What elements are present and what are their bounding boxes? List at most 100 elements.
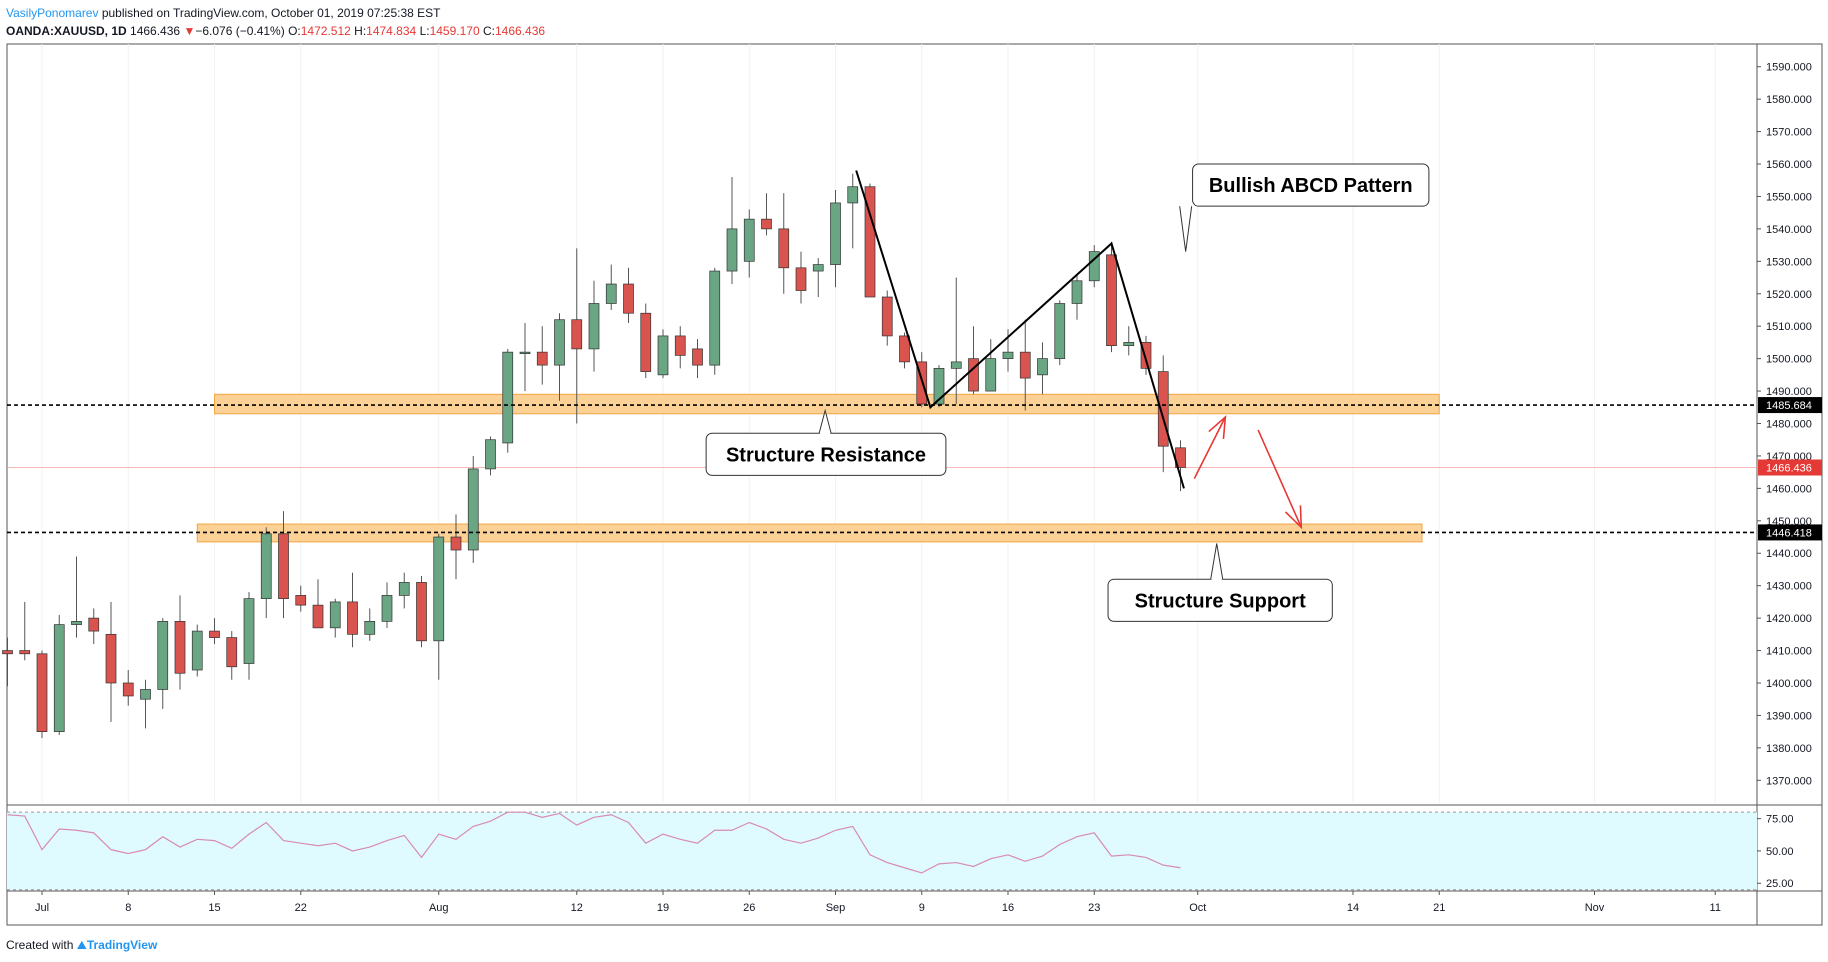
candle-body-down [295,595,307,606]
candle [743,209,755,278]
high-value: 1474.834 [366,24,417,38]
forecast-arrow-head [1208,415,1227,439]
x-tick-label: Sep [826,902,846,914]
candle-body-down [674,335,686,356]
candle-body-up [950,361,962,369]
candle [36,650,48,739]
high-label: H: [354,24,367,38]
candle [467,455,479,563]
candle [502,348,514,453]
x-tick-label: 9 [919,902,925,914]
symbol-label[interactable]: OANDA:XAUUSD, 1D [6,24,127,38]
candle [2,637,13,687]
candle [1088,245,1100,288]
x-tick-label: 16 [1002,902,1014,914]
candle [640,303,652,379]
candle-body-up [709,270,721,366]
candle-body-down [312,604,324,629]
annotation-callout-1: Structure Resistance [705,408,947,476]
x-tick-label: 22 [295,902,307,914]
candle-body-up [726,228,738,272]
candle [536,326,548,385]
level-price-tag-1 [1758,524,1822,541]
tradingview-link[interactable]: TradingView [86,938,158,952]
ohlc-line: OANDA:XAUUSD, 1D 1466.436 ▼−6.076 (−0.41… [6,22,545,40]
candle-body-up [830,202,841,265]
candle-body-down [778,228,790,269]
candle [812,258,824,297]
candle-body-up [53,624,65,732]
candle [847,173,859,249]
candle [778,193,790,294]
y-tick-label: 1580.000 [1766,94,1812,106]
candle-body-up [1002,351,1014,359]
candle-body-down [692,348,703,366]
y-tick-label: 1540.000 [1766,224,1812,236]
candle [105,601,117,722]
callout-text: Structure Resistance [726,444,926,466]
candle [19,601,31,661]
candle-body-up [605,283,617,304]
candle-body-up [743,218,755,262]
tradingview-logo-icon: ⛰ [76,938,87,952]
candle-body-up [140,689,151,700]
author-link[interactable]: VasilyPonomarev [6,6,99,20]
low-label: L: [419,24,430,38]
x-tick-label: Aug [429,902,449,914]
candle [209,618,220,645]
candle-body-up [260,533,272,600]
forecast-arrow-shaft [1257,429,1302,528]
candle-body-up [364,621,376,635]
published-info: published on TradingView.com, October 01… [101,6,441,20]
y-tick-label: 1490.000 [1766,386,1812,398]
candle-body-up [933,368,945,405]
annotation-callout-2: Structure Support [1107,543,1333,622]
candle [433,533,445,680]
candle-body-up [329,601,341,629]
candle-body-down [536,351,548,366]
y-tick-label: 1380.000 [1766,743,1812,755]
x-tick-label: 15 [208,902,220,914]
y-tick-label: 1500.000 [1766,354,1812,366]
candle [329,598,341,638]
candle [243,592,255,680]
candle [795,251,807,304]
candle-body-up [1037,358,1048,376]
candle-body-up [1088,251,1100,282]
candle [726,176,738,285]
open-label: O: [288,24,301,38]
candle-body-down [88,617,100,632]
chart-frame [6,43,1823,926]
candle [1054,300,1066,366]
candle-body-up [243,598,255,664]
candle [260,527,272,619]
candle [692,339,703,379]
created-with-label: Created with [6,938,74,952]
candle [140,679,151,729]
candle-body-up [485,439,496,470]
candle [157,618,169,709]
x-tick-label: Oct [1189,902,1206,914]
candle [71,556,82,638]
candle-body-down [623,283,634,314]
candle [674,326,686,369]
candle [933,365,945,408]
level-price-tag-0 [1758,397,1822,414]
candle-body-up [847,186,859,204]
candle [554,313,565,401]
callout-text: Bullish ABCD Pattern [1209,175,1413,197]
change-value: −6.076 (−0.41%) [195,24,285,38]
candle-body-up [985,358,997,392]
close-label: C: [482,24,495,38]
x-tick-label: 8 [125,902,131,914]
candle-body-down [450,536,462,551]
candle-body-up [657,335,669,376]
forecast-arrow-0 [1193,415,1227,480]
candle-body-down [1140,342,1152,369]
candle-body-down [347,601,358,635]
candle [1106,241,1117,353]
candle [174,595,186,690]
callout-pointer [818,408,832,434]
publish-line: VasilyPonomarev published on TradingView… [6,4,545,22]
